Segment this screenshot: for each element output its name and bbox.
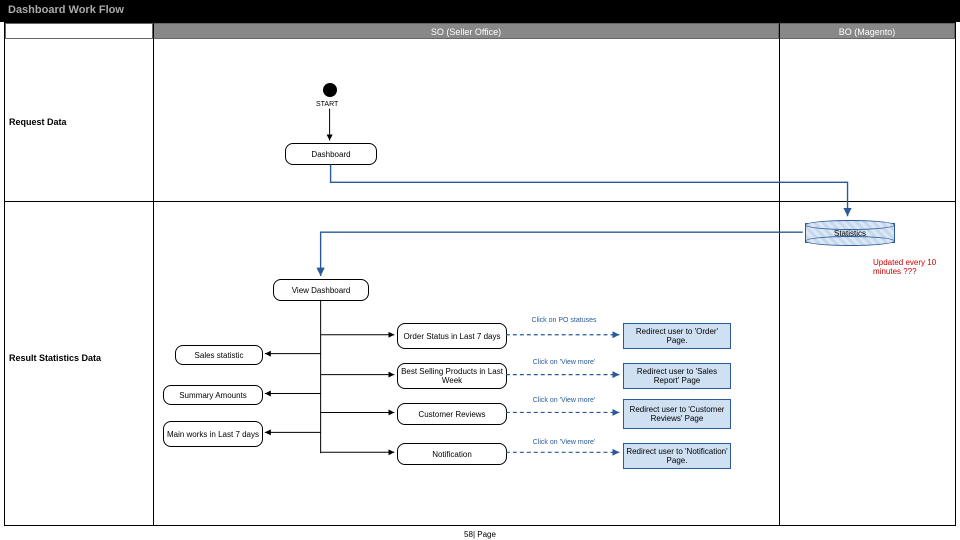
row-label-result: Result Statistics Data: [9, 353, 149, 363]
activity-dashboard: Dashboard: [285, 143, 377, 165]
activity-order-status: Order Status in Last 7 days: [397, 323, 507, 349]
diagram-frame: SO (Seller Office) BO (Magento) Request …: [4, 22, 956, 526]
lane-header-empty: [5, 23, 153, 39]
redirect-notification: Redirect user to 'Notification' Page.: [623, 443, 731, 469]
dashlabel-order: Click on PO statuses: [529, 317, 599, 324]
dashlabel-notif: Click on 'View more': [529, 439, 599, 446]
dashlabel-best: Click on 'View more': [529, 359, 599, 366]
activity-customer-reviews: Customer Reviews: [397, 403, 507, 425]
redirect-sales: Redirect user to 'Sales Report' Page: [623, 363, 731, 389]
start-node: [323, 83, 337, 97]
db-statistics-label: Statistics: [834, 229, 866, 238]
activity-sales-statistic: Sales statistic: [175, 345, 263, 365]
dashlabel-rev: Click on 'View more': [529, 397, 599, 404]
start-label: START: [316, 101, 338, 108]
lane-header-so: SO (Seller Office): [153, 23, 779, 39]
activity-main-works: Main works in Last 7 days: [163, 421, 263, 447]
lane-header-bo: BO (Magento): [779, 23, 955, 39]
activity-summary-amounts: Summary Amounts: [163, 385, 263, 405]
row-label-request: Request Data: [9, 117, 149, 127]
col-divider-1: [153, 23, 154, 525]
redirect-reviews: Redirect user to 'Customer Reviews' Page: [623, 399, 731, 429]
col-divider-2: [779, 23, 780, 525]
page-footer: 58| Page: [0, 530, 960, 539]
title-bar: Dashboard Work Flow: [0, 0, 960, 22]
row-divider: [5, 201, 955, 202]
activity-best-selling: Best Selling Products in Last Week: [397, 363, 507, 389]
redirect-order: Redirect user to 'Order' Page.: [623, 323, 731, 349]
activity-view-dashboard: View Dashboard: [273, 279, 369, 301]
page-title: Dashboard Work Flow: [8, 4, 124, 16]
db-statistics: Statistics: [805, 223, 895, 243]
note-updated: Updated every 10 minutes ???: [873, 258, 953, 276]
activity-notification: Notification: [397, 443, 507, 465]
